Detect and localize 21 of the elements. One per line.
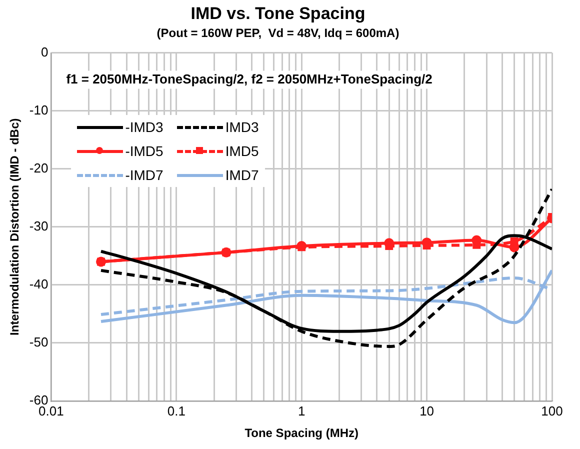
- legend-label: IMD3: [225, 118, 259, 135]
- x-axis-title: Tone Spacing (MHz): [244, 426, 358, 440]
- y-tick-label: -30: [29, 218, 48, 234]
- y-axis-title: Intermodulation Distortion (IMD - dBc): [8, 118, 22, 336]
- y-tick-label: -10: [29, 102, 48, 118]
- chart-title: IMD vs. Tone Spacing: [190, 4, 366, 23]
- chart-subtitle: (Pout = 160W PEP, Vd = 48V, Idq = 600mA): [156, 26, 400, 40]
- y-tick-label: 0: [40, 44, 48, 60]
- legend-label: -IMD7: [125, 166, 164, 183]
- legend-label: IMD7: [225, 166, 259, 183]
- legend-label: IMD5: [225, 142, 259, 159]
- annotation: f1 = 2050MHz-ToneSpacing/2, f2 = 2050MHz+ToneSpacing/2: [66, 71, 432, 86]
- legend-label: -IMD3: [125, 118, 164, 135]
- x-tick-label: 1: [298, 403, 306, 418]
- legend-label: -IMD5: [125, 142, 164, 159]
- y-tick-label: -50: [29, 334, 48, 350]
- y-tick-label: -20: [29, 160, 48, 176]
- x-tick-label: 100: [541, 403, 563, 418]
- y-tick-label: -40: [29, 276, 48, 292]
- x-tick-label: 10: [420, 403, 434, 418]
- x-tick-label: 0.1: [167, 403, 186, 418]
